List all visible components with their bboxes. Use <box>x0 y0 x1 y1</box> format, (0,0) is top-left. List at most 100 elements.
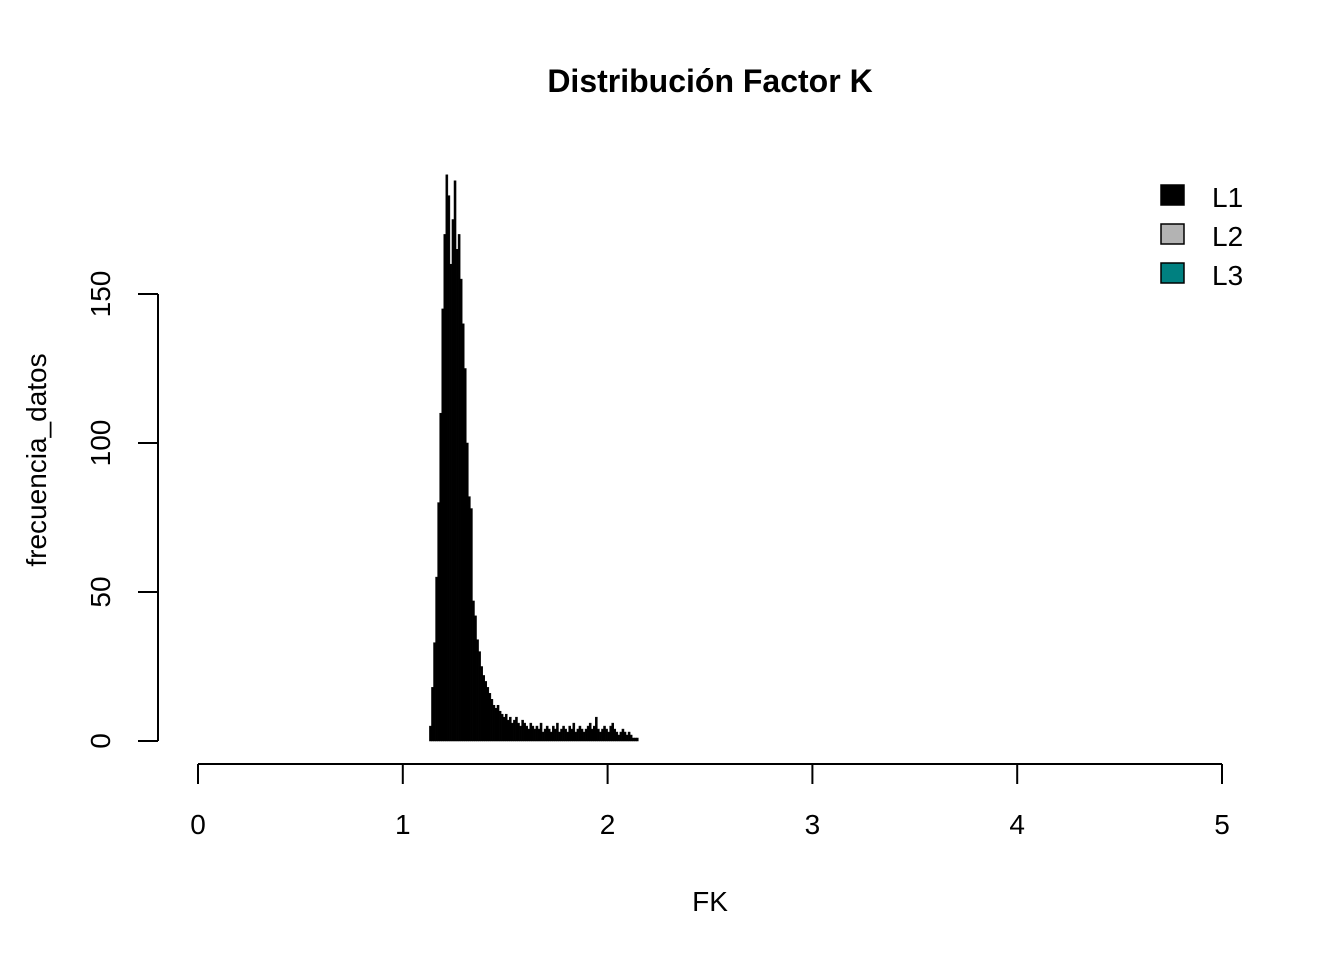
histogram-bar <box>459 278 463 742</box>
histogram-bar <box>468 496 471 742</box>
histogram-bar <box>572 722 576 742</box>
x-axis: 0 1 2 3 4 5 <box>190 763 1230 840</box>
histogram-bar <box>566 731 569 742</box>
histogram-bar <box>437 502 440 742</box>
histogram-bar <box>484 681 488 742</box>
histogram-bar <box>545 725 549 742</box>
histogram-bar <box>445 174 449 742</box>
histogram-bar <box>490 699 494 742</box>
histogram-bar <box>621 728 625 742</box>
histogram-bar <box>633 737 637 742</box>
histogram-bar <box>488 693 492 742</box>
histogram-bar <box>558 731 561 742</box>
x-axis-label: FK <box>692 886 728 917</box>
histogram-bar <box>496 704 500 742</box>
histogram-bar <box>492 704 496 742</box>
legend-label-l2: L2 <box>1212 221 1243 252</box>
histogram-bar <box>627 731 631 742</box>
histogram-bar <box>580 728 584 742</box>
histogram-bar <box>547 728 551 742</box>
histogram-bar <box>533 728 537 742</box>
histogram-bar <box>601 728 604 742</box>
histogram-bar <box>552 725 555 742</box>
histogram-bar <box>539 722 543 742</box>
legend-swatch-l2 <box>1160 223 1185 245</box>
y-tick-label: 150 <box>85 271 116 318</box>
histogram-bar <box>509 716 512 742</box>
histogram-bar <box>455 249 459 742</box>
histogram-bar <box>564 728 567 742</box>
histogram-bar <box>609 725 612 742</box>
histogram-bar <box>590 728 594 742</box>
histogram-bar <box>441 308 445 742</box>
histogram-bar <box>613 728 617 742</box>
histogram-bar <box>474 615 477 742</box>
y-axis-label: frecuencia_datos <box>21 353 52 566</box>
histogram-bar <box>472 600 475 742</box>
histogram-bar <box>435 576 438 742</box>
histogram-bar <box>625 734 629 742</box>
histogram-bar <box>451 219 455 742</box>
histogram-bar <box>578 725 582 742</box>
histogram-bar <box>605 728 608 742</box>
legend-swatch-l3 <box>1160 262 1185 284</box>
histogram-bar <box>636 737 639 742</box>
histogram-bar <box>476 639 479 742</box>
histogram-bar <box>482 675 485 742</box>
histogram-bar <box>461 323 465 742</box>
histogram-bar <box>603 725 606 742</box>
histogram-bar <box>615 731 619 742</box>
histogram-bar <box>568 725 571 742</box>
histogram-bar <box>631 737 635 742</box>
histogram-bar <box>599 731 602 742</box>
histogram-bar <box>504 713 508 742</box>
histogram-bar <box>486 687 490 742</box>
histogram-bar <box>582 731 586 742</box>
histogram-bar <box>570 728 574 742</box>
histogram-bar <box>517 722 520 742</box>
histogram-bar <box>550 731 553 742</box>
histogram-bar <box>447 195 451 742</box>
histogram-bar <box>513 719 516 742</box>
histogram-bar <box>429 725 432 742</box>
histogram-bar <box>515 716 518 742</box>
y-tick-label: 50 <box>85 576 116 607</box>
histogram-bar <box>457 234 461 742</box>
histogram-bar <box>629 734 633 742</box>
histogram-bar <box>554 728 557 742</box>
histogram-bar <box>502 716 506 742</box>
histogram-bar <box>597 728 600 742</box>
histogram-bar <box>623 731 627 742</box>
histogram-bar <box>449 263 453 742</box>
histogram-bar <box>595 716 598 742</box>
histogram-bar <box>617 734 621 742</box>
histogram-bar <box>537 728 541 742</box>
legend-label-l3: L3 <box>1212 260 1243 291</box>
histogram-bar <box>525 725 528 742</box>
histogram-bar <box>466 442 469 742</box>
histogram-bar <box>556 722 559 742</box>
histogram-bar <box>562 725 565 742</box>
histogram-bar <box>433 642 436 742</box>
legend-label-l1: L1 <box>1212 182 1243 213</box>
histogram-bar <box>500 713 504 742</box>
histogram-bar <box>543 728 547 742</box>
histogram-bar <box>519 725 522 742</box>
histogram-bar <box>478 651 481 742</box>
x-tick-label: 3 <box>805 809 821 840</box>
histogram-bar <box>527 728 531 742</box>
x-tick-label: 1 <box>395 809 411 840</box>
y-tick-label: 0 <box>85 733 116 749</box>
histogram-bar <box>607 731 610 742</box>
histogram-bar <box>584 728 588 742</box>
histogram-bar <box>463 368 467 742</box>
x-tick-label: 2 <box>600 809 616 840</box>
histogram-bar <box>470 508 473 742</box>
histogram-bar <box>531 725 535 742</box>
x-tick-label: 4 <box>1009 809 1025 840</box>
histogram-bar <box>494 707 498 742</box>
histogram-bar <box>498 710 502 742</box>
legend-swatch-l1 <box>1160 184 1185 206</box>
histogram-bar <box>443 234 447 742</box>
